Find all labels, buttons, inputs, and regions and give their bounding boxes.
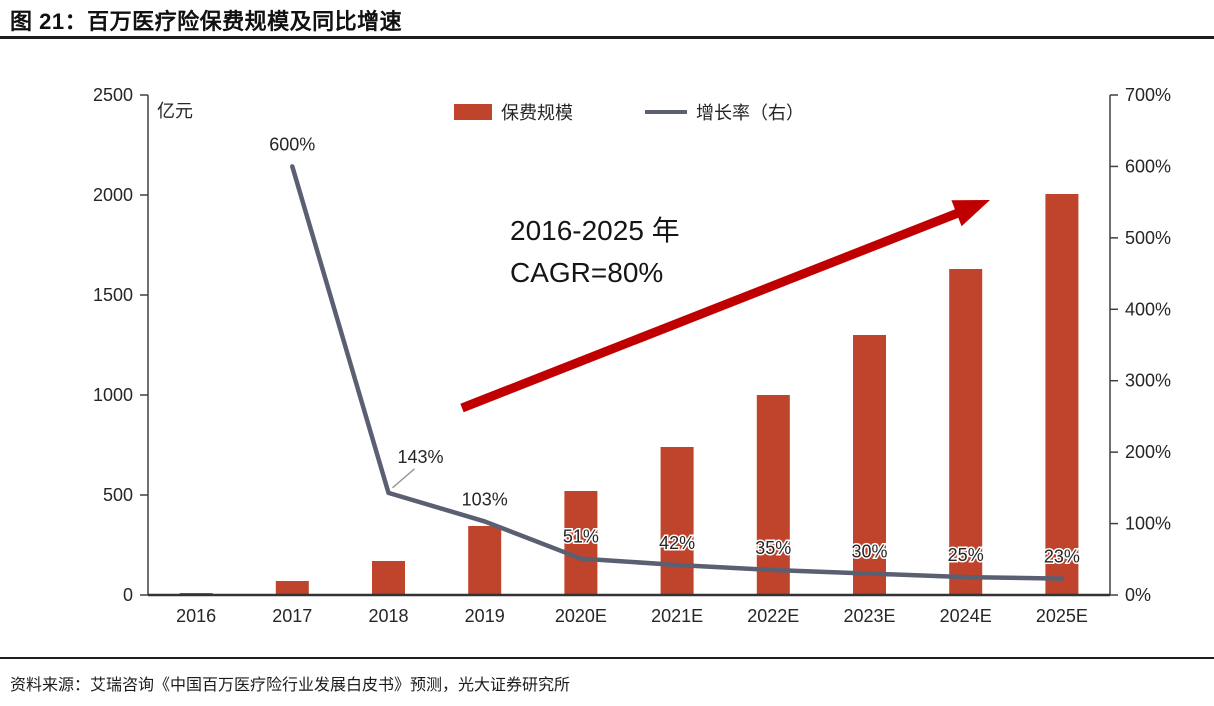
legend-growth-label: 增长率（右） [696, 103, 804, 123]
growth-rate-line [290, 164, 1065, 581]
bar-2020E [564, 491, 598, 595]
bar-2022E [756, 395, 790, 595]
growth-label-2021E: 42% [659, 533, 695, 553]
right-axis-tick-label: 200% [1125, 442, 1171, 462]
legend-item-growth: 增长率（右） [645, 99, 804, 125]
cagr-annotation-line1: 2016-2025 年 [510, 215, 680, 246]
bar-2021E [660, 447, 694, 595]
bar-2018 [372, 561, 405, 595]
growth-label-2024E: 25% [948, 545, 984, 565]
bar-2023E [853, 335, 886, 595]
cagr-annotation-line2: CAGR=80% [510, 257, 664, 288]
bar-2019 [468, 526, 502, 595]
left-axis-unit-label: 亿元 [157, 101, 193, 121]
growth-label-2017: 600% [269, 134, 315, 154]
x-axis-label-2020E: 2020E [555, 606, 607, 626]
bar-2024E [949, 269, 983, 595]
growth-label-2025E: 23% [1044, 547, 1080, 567]
right-axis-tick-label: 300% [1125, 371, 1171, 391]
cagr-trend-arrow-shaft [460, 208, 960, 413]
x-axis-label-2025E: 2025E [1036, 606, 1088, 626]
growth-label-2020E: 51% [563, 527, 599, 547]
footer-divider-rule [0, 657, 1214, 659]
x-axis-label-2022E: 2022E [747, 606, 799, 626]
legend-bar-swatch [454, 104, 492, 120]
bar-2025E [1045, 194, 1079, 595]
legend-premium-label: 保费规模 [501, 103, 573, 123]
legend-item-premium: 保费规模 [454, 99, 573, 125]
left-axis-tick-label: 0 [123, 585, 133, 605]
left-axis-tick-label: 2000 [93, 185, 133, 205]
source-note: 资料来源：艾瑞咨询《中国百万医疗险行业发展白皮书》预测，光大证券研究所 [10, 677, 571, 694]
x-axis-label-2023E: 2023E [843, 606, 895, 626]
x-axis-label-2021E: 2021E [651, 606, 703, 626]
x-axis-label-2019: 2019 [465, 606, 505, 626]
right-axis-tick-label: 400% [1125, 299, 1171, 319]
left-axis-tick-label: 1000 [93, 385, 133, 405]
growth-label-2023E: 30% [851, 542, 887, 562]
right-axis-tick-label: 100% [1125, 514, 1171, 534]
right-axis-tick-label: 700% [1125, 85, 1171, 105]
cagr-annotation: 2016-2025 年 CAGR=80% [510, 210, 680, 294]
legend-line-swatch [645, 110, 687, 114]
x-axis-label-2016: 2016 [176, 606, 216, 626]
title-divider-rule [0, 36, 1214, 39]
left-axis-tick-label: 2500 [93, 85, 133, 105]
bar-2017 [275, 581, 309, 595]
left-axis-tick-label: 500 [103, 485, 133, 505]
label-leader-line [392, 468, 415, 489]
right-axis-tick-label: 500% [1125, 228, 1171, 248]
right-axis-tick-label: 0% [1125, 585, 1151, 605]
left-axis-tick-label: 1500 [93, 285, 133, 305]
x-axis-label-2017: 2017 [272, 606, 312, 626]
x-axis-label-2018: 2018 [368, 606, 408, 626]
growth-label-2018: 143% [397, 447, 443, 467]
right-axis-tick-label: 600% [1125, 156, 1171, 176]
cagr-trend-arrow-head [951, 200, 990, 227]
growth-label-2022E: 35% [755, 538, 791, 558]
x-axis-label-2024E: 2024E [940, 606, 992, 626]
figure-title: 图 21：百万医疗险保费规模及同比增速 [10, 9, 403, 34]
chart-legend: 保费规模 增长率（右） [148, 99, 1110, 125]
growth-label-2019: 103% [462, 489, 508, 509]
